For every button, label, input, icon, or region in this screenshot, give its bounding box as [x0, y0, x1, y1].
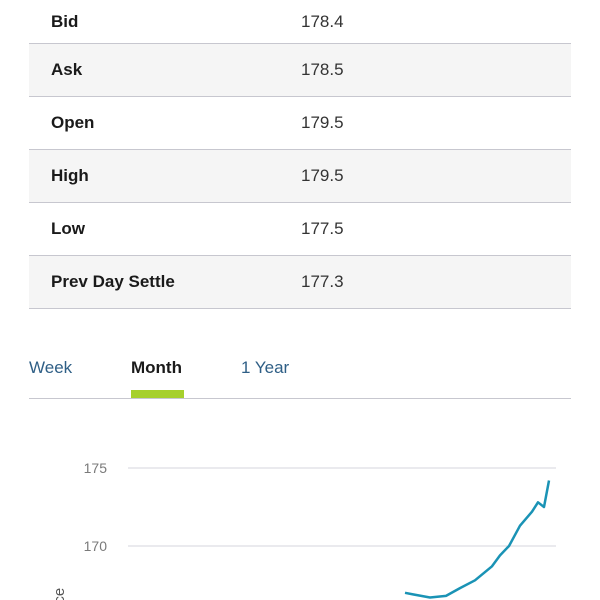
quote-value: 177.5 [301, 219, 344, 238]
tab-1-year[interactable]: 1 Year [241, 358, 290, 377]
quote-row-bid: Bid 178.4 [29, 0, 571, 44]
quote-row-prev-day-settle: Prev Day Settle 177.3 [29, 256, 571, 309]
quote-label: Bid [51, 11, 79, 31]
quote-table: Bid 178.4 Ask 178.5 Open 179.5 High 179.… [29, 0, 571, 309]
quote-label: Ask [51, 60, 83, 79]
range-tabs: Week Month 1 Year [29, 350, 571, 399]
quote-value: 179.5 [301, 113, 344, 132]
quote-label: Low [51, 219, 85, 238]
y-tick-label: 175 [84, 460, 108, 476]
quote-row-open: Open 179.5 [29, 97, 571, 150]
active-tab-indicator [131, 390, 184, 398]
y-axis-label: Price [51, 588, 68, 600]
quote-row-ask: Ask 178.5 [29, 44, 571, 97]
quote-label: High [51, 166, 89, 185]
price-series-line [404, 480, 551, 599]
quote-label: Prev Day Settle [51, 272, 175, 291]
quote-label: Open [51, 113, 95, 132]
quote-value: 177.3 [301, 272, 344, 291]
quote-value: 178.5 [301, 60, 344, 79]
quote-row-high: High 179.5 [29, 150, 571, 203]
y-tick-label: 170 [84, 538, 108, 554]
quote-row-low: Low 177.5 [29, 203, 571, 256]
price-chart: 170 175 Price [0, 400, 600, 600]
quote-value: 179.5 [301, 166, 344, 185]
price-chart-svg: 170 175 Price [51, 460, 556, 600]
tab-month[interactable]: Month [131, 358, 182, 377]
tab-week[interactable]: Week [29, 358, 73, 377]
quote-value: 178.4 [301, 11, 344, 31]
